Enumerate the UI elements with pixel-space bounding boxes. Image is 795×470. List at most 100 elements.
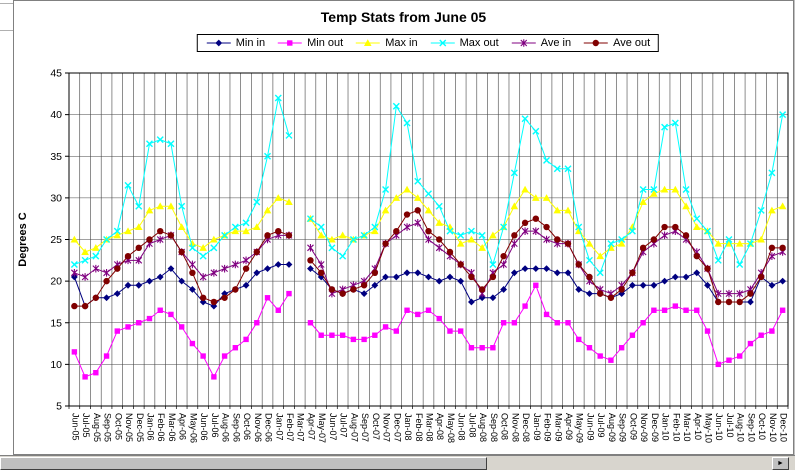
svg-text:Aug-05: Aug-05 [92, 413, 102, 442]
svg-text:Aug-10: Aug-10 [736, 413, 746, 442]
svg-text:35: 35 [50, 151, 62, 163]
x-marker-icon [430, 39, 455, 47]
scrollbar-right-button[interactable]: ► [772, 457, 789, 470]
scrollbar-thumb[interactable] [0, 457, 487, 470]
svg-text:Jul-08: Jul-08 [467, 413, 477, 438]
spreadsheet-cells-sliver [0, 0, 14, 455]
svg-text:Mar-08: Mar-08 [425, 413, 435, 442]
svg-text:Dec-09: Dec-09 [650, 413, 660, 442]
svg-text:Mar-07: Mar-07 [296, 413, 306, 442]
svg-text:Feb-09: Feb-09 [543, 413, 553, 442]
legend-label: Min out [307, 37, 344, 49]
svg-text:Mar-06: Mar-06 [167, 413, 177, 442]
svg-text:May-07: May-07 [317, 413, 327, 443]
chart-title: Temp Stats from June 05 [320, 9, 487, 25]
svg-text:Dec-07: Dec-07 [392, 413, 402, 442]
svg-text:Feb-06: Feb-06 [156, 413, 166, 442]
svg-text:Nov-10: Nov-10 [768, 413, 778, 442]
svg-text:Feb-07: Feb-07 [285, 413, 295, 442]
legend-label: Ave out [613, 37, 651, 49]
svg-text:Mar-09: Mar-09 [553, 413, 563, 442]
svg-text:Apr-10: Apr-10 [693, 413, 703, 440]
svg-text:Jul-06: Jul-06 [210, 413, 220, 438]
legend-item-min-out[interactable]: Min out [277, 37, 343, 49]
svg-text:Jul-07: Jul-07 [339, 413, 349, 438]
svg-text:Feb-08: Feb-08 [414, 413, 424, 442]
legend-item-min-in[interactable]: Min in [206, 37, 265, 49]
svg-text:Oct-10: Oct-10 [757, 413, 767, 440]
scroll-right-arrow-icon: ► [777, 460, 784, 467]
svg-text:Apr-06: Apr-06 [178, 413, 188, 440]
svg-text:May-06: May-06 [188, 413, 198, 443]
svg-text:Jun-08: Jun-08 [457, 413, 467, 441]
svg-text:Dec-06: Dec-06 [264, 413, 274, 442]
legend-item-ave-in[interactable]: Ave in [511, 37, 571, 49]
svg-text:45: 45 [50, 68, 62, 80]
svg-text:Aug-08: Aug-08 [478, 413, 488, 442]
svg-text:Jan-06: Jan-06 [145, 413, 155, 441]
diamond-marker-icon [206, 39, 231, 47]
legend-item-max-in[interactable]: Max in [355, 37, 418, 49]
legend-label: Max in [385, 37, 418, 49]
spreadsheet-gridline [0, 3, 13, 4]
svg-text:15: 15 [50, 317, 62, 329]
svg-text:Sep-07: Sep-07 [360, 413, 370, 442]
svg-text:Sep-05: Sep-05 [103, 413, 113, 442]
svg-text:40: 40 [50, 109, 62, 121]
svg-text:Jul-05: Jul-05 [81, 413, 91, 438]
legend-item-max-out[interactable]: Max out [430, 37, 499, 49]
svg-text:Dec-08: Dec-08 [521, 413, 531, 442]
svg-text:May-10: May-10 [704, 413, 714, 443]
circle-marker-icon [584, 39, 609, 47]
svg-text:Oct-07: Oct-07 [371, 413, 381, 440]
svg-text:Jan-09: Jan-09 [532, 413, 542, 441]
legend-label: Min in [235, 37, 266, 49]
chart-object[interactable]: Temp Stats from June 05 Min in Min out Max… [13, 0, 794, 455]
legend-item-ave-out[interactable]: Ave out [583, 37, 650, 49]
svg-text:Dec-10: Dec-10 [779, 413, 789, 442]
legend-label: Max out [459, 37, 499, 49]
svg-text:Apr-07: Apr-07 [306, 413, 316, 440]
svg-text:Nov-09: Nov-09 [639, 413, 649, 442]
svg-text:Nov-06: Nov-06 [253, 413, 263, 442]
svg-text:Aug-09: Aug-09 [607, 413, 617, 442]
svg-text:Sep-08: Sep-08 [489, 413, 499, 442]
svg-text:Oct-09: Oct-09 [628, 413, 638, 440]
svg-text:Nov-07: Nov-07 [382, 413, 392, 442]
legend-label: Ave in [540, 37, 572, 49]
star-marker-icon [511, 39, 536, 47]
svg-text:Sep-10: Sep-10 [746, 413, 756, 442]
svg-text:Jan-10: Jan-10 [661, 413, 671, 441]
svg-text:May-09: May-09 [575, 413, 585, 443]
svg-text:Jan-07: Jan-07 [274, 413, 284, 441]
svg-text:10: 10 [50, 359, 62, 371]
svg-text:Nov-05: Nov-05 [124, 413, 134, 442]
svg-text:Nov-08: Nov-08 [510, 413, 520, 442]
horizontal-scrollbar[interactable]: ► [0, 455, 795, 470]
svg-text:Jun-07: Jun-07 [328, 413, 338, 441]
svg-text:Oct-05: Oct-05 [113, 413, 123, 440]
svg-text:Oct-08: Oct-08 [500, 413, 510, 440]
svg-text:Aug-07: Aug-07 [349, 413, 359, 442]
svg-text:Feb-10: Feb-10 [671, 413, 681, 442]
svg-text:Jun-09: Jun-09 [585, 413, 595, 441]
svg-text:May-08: May-08 [446, 413, 456, 443]
svg-text:Jul-09: Jul-09 [596, 413, 606, 438]
svg-text:Apr-08: Apr-08 [435, 413, 445, 440]
triangle-marker-icon [356, 39, 381, 46]
svg-text:Oct-06: Oct-06 [242, 413, 252, 440]
svg-text:20: 20 [50, 276, 62, 288]
spreadsheet-gridline [0, 30, 13, 31]
svg-text:5: 5 [56, 401, 62, 413]
svg-text:Sep-09: Sep-09 [618, 413, 628, 442]
svg-text:Jan-08: Jan-08 [403, 413, 413, 441]
svg-text:Dec-05: Dec-05 [135, 413, 145, 442]
svg-text:Apr-09: Apr-09 [564, 413, 574, 440]
chart-legend[interactable]: Min in Min out Max in Max out Ave in Ave out [196, 34, 660, 52]
svg-text:30: 30 [50, 192, 62, 204]
svg-text:Jun-05: Jun-05 [70, 413, 80, 441]
svg-text:Aug-06: Aug-06 [221, 413, 231, 442]
square-marker-icon [278, 40, 303, 46]
